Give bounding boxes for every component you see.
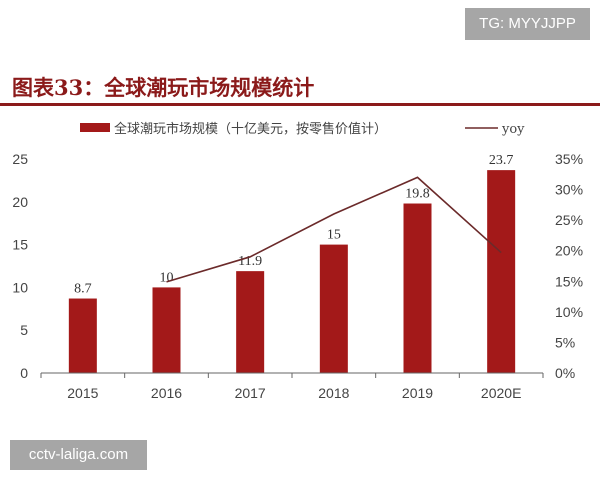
bar (403, 203, 432, 373)
left-axis-tick: 15 (12, 237, 28, 253)
left-axis-tick: 25 (12, 151, 28, 167)
left-axis-tick: 20 (12, 194, 28, 210)
chart-title: 图表33：全球潮玩市场规模统计 (12, 75, 315, 100)
bar (68, 298, 97, 373)
right-axis-tick: 0% (555, 365, 575, 381)
x-axis-tick: 2020E (481, 385, 521, 401)
x-axis-tick: 2017 (235, 385, 266, 401)
bar (152, 287, 181, 373)
x-axis-tick: 2019 (402, 385, 433, 401)
right-axis-tick: 25% (555, 212, 583, 228)
bar (319, 244, 348, 373)
legend-line-label: yoy (501, 122, 525, 137)
legend-bar-label: 全球潮玩市场规模（十亿美元，按零售价值计） (114, 121, 387, 137)
title-divider (0, 103, 600, 106)
left-axis-tick: 0 (20, 365, 28, 381)
right-axis-tick: 35% (555, 151, 583, 167)
left-axis-tick: 5 (20, 322, 28, 338)
bar-data-label: 10 (160, 270, 174, 285)
yoy-line (166, 176, 502, 283)
right-axis-tick: 15% (555, 273, 583, 289)
left-axis-tick: 10 (12, 279, 28, 295)
bar-data-label: 19.8 (405, 187, 430, 202)
x-axis-tick: 2018 (318, 385, 349, 401)
right-axis-tick: 30% (555, 182, 583, 198)
watermark-top: TG: MYYJJPP (465, 8, 590, 40)
bar (487, 170, 516, 373)
bar-data-label: 15 (327, 228, 341, 243)
legend-bar-swatch (80, 123, 110, 132)
x-axis-tick: 2015 (67, 385, 98, 401)
right-axis-tick: 10% (555, 304, 583, 320)
bar (236, 271, 265, 373)
right-axis-tick: 5% (555, 334, 575, 350)
bar-data-label: 23.7 (489, 153, 514, 168)
watermark-bottom: cctv-laliga.com (10, 440, 147, 470)
x-axis-tick: 2016 (151, 385, 182, 401)
bar-data-label: 8.7 (74, 282, 92, 297)
right-axis-tick: 20% (555, 243, 583, 259)
